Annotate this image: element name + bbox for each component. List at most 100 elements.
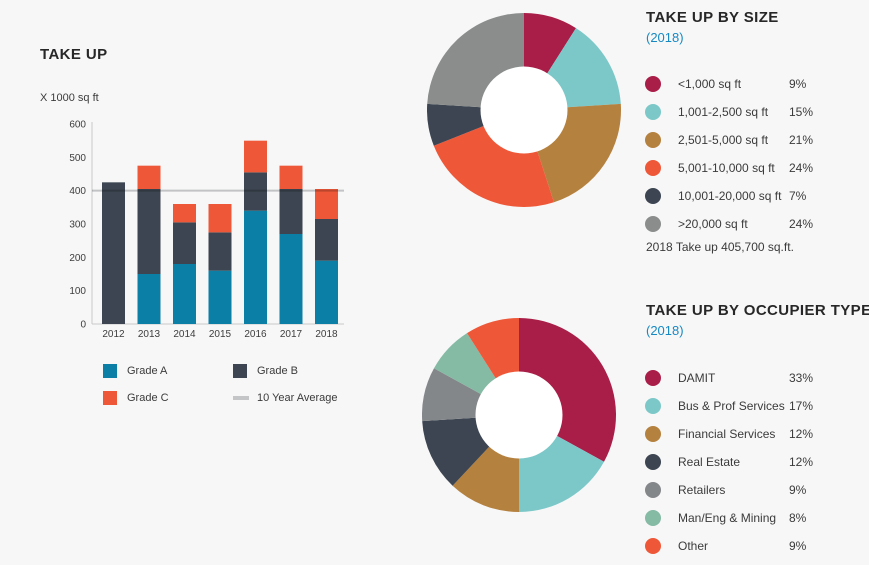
bar-segment [137, 165, 161, 189]
bar-legend-item: Grade A [103, 360, 233, 381]
legend-item: Other 9% [645, 532, 825, 560]
bar-segment [102, 182, 125, 324]
bar-chart-y-axis-label: X 1000 sq ft [40, 92, 99, 104]
donut-hole [475, 371, 563, 459]
bar-segment [279, 165, 303, 189]
bar-segment [137, 274, 161, 324]
legend-label: Other [678, 539, 709, 553]
bar-segment [315, 219, 338, 261]
legend-percent: 8% [789, 511, 807, 525]
legend-swatch [103, 363, 117, 378]
bar-segment [137, 189, 161, 274]
legend-dot [645, 510, 661, 526]
legend-percent: 7% [789, 189, 807, 203]
legend-label: Grade B [257, 364, 298, 377]
legend-dot [645, 76, 661, 92]
legend-percent: 17% [789, 399, 814, 413]
legend-item: Real Estate 12% [645, 448, 825, 476]
legend-dot [645, 398, 661, 414]
bar-segment [244, 210, 267, 324]
size-panel-subtitle: (2018) [646, 30, 684, 45]
y-tick-label: 300 [69, 220, 86, 231]
legend-dot [645, 104, 661, 120]
legend-percent: 24% [789, 217, 814, 231]
bar-legend-item-average: 10 Year Average [233, 387, 403, 408]
bar-chart-legend: Grade A Grade B Grade C 10 Year Average [103, 360, 403, 408]
x-tick-label: 2014 [173, 329, 196, 340]
legend-swatch [233, 363, 247, 378]
y-tick-label: 500 [69, 153, 86, 164]
legend-percent: 9% [789, 483, 807, 497]
legend-label: 10,001-20,000 sq ft [678, 189, 782, 203]
legend-dot [645, 216, 661, 232]
legend-label: 5,001-10,000 sq ft [678, 161, 775, 175]
legend-dot [645, 132, 661, 148]
legend-dot [645, 538, 661, 554]
legend-label: >20,000 sq ft [678, 217, 748, 231]
legend-item: Retailers 9% [645, 476, 825, 504]
legend-item: 5,001-10,000 sq ft 24% [645, 154, 825, 182]
legend-label: Bus & Prof Services [678, 399, 785, 413]
bar-chart: 0 100 200 300 400 500 600 2012 2013 2014 2015 2016 2… [69, 120, 344, 340]
legend-percent: 24% [789, 161, 814, 175]
bar-legend-item: Grade B [233, 360, 403, 381]
legend-percent: 12% [789, 427, 814, 441]
bar-segment [315, 189, 338, 219]
x-tick-label: 2015 [209, 329, 232, 340]
x-tick-label: 2017 [280, 329, 303, 340]
size-panel-title: TAKE UP BY SIZE [646, 9, 779, 26]
bar-segment [208, 204, 232, 233]
y-tick-label: 0 [80, 320, 86, 331]
legend-item: 1,001-2,500 sq ft 15% [645, 98, 825, 126]
legend-label: Grade A [127, 364, 168, 377]
legend-percent: 9% [789, 539, 807, 553]
bar-segment [244, 140, 267, 173]
size-legend: <1,000 sq ft 9% 1,001-2,500 sq ft 15% 2,501-… [645, 70, 825, 238]
legend-percent: 21% [789, 133, 814, 147]
x-tick-label: 2012 [102, 329, 125, 340]
legend-swatch [103, 390, 117, 405]
donut-chart-size [427, 13, 621, 207]
legend-item: >20,000 sq ft 24% [645, 210, 825, 238]
occupier-panel-title: TAKE UP BY OCCUPIER TYPE [646, 302, 869, 319]
legend-label: 10 Year Average [257, 391, 338, 404]
bar-segment [279, 189, 303, 234]
legend-percent: 12% [789, 455, 814, 469]
bar-segment [173, 264, 196, 324]
legend-label: 1,001-2,500 sq ft [678, 105, 769, 119]
legend-percent: 15% [789, 105, 814, 119]
legend-label: Grade C [127, 391, 169, 404]
legend-label: Retailers [678, 483, 726, 497]
bar-segment [173, 222, 196, 264]
legend-label: <1,000 sq ft [678, 77, 742, 91]
bar-segment [208, 232, 232, 271]
y-tick-label: 600 [69, 120, 86, 131]
bar-segment [173, 204, 196, 223]
legend-label: Real Estate [678, 455, 741, 469]
legend-dot [645, 188, 661, 204]
legend-item: Financial Services 12% [645, 420, 825, 448]
average-line-swatch [233, 395, 249, 400]
legend-dot [645, 426, 661, 442]
legend-label: 2,501-5,000 sq ft [678, 133, 769, 147]
donut-chart-occupier [422, 318, 616, 512]
x-tick-label: 2016 [244, 329, 267, 340]
occupier-legend: DAMIT 33% Bus & Prof Services 17% Financial … [645, 364, 825, 560]
legend-dot [645, 160, 661, 176]
legend-item: 2,501-5,000 sq ft 21% [645, 126, 825, 154]
bar-segment [208, 270, 232, 324]
legend-item: 10,001-20,000 sq ft 7% [645, 182, 825, 210]
legend-label: Financial Services [678, 427, 776, 441]
legend-percent: 33% [789, 371, 814, 385]
bar-segment [315, 260, 338, 324]
bar-legend-item: Grade C [103, 387, 233, 408]
bar-segment [279, 234, 303, 324]
legend-label: DAMIT [678, 371, 716, 385]
donut-hole [480, 66, 568, 154]
legend-item: Bus & Prof Services 17% [645, 392, 825, 420]
legend-label: Man/Eng & Mining [678, 511, 777, 525]
legend-percent: 9% [789, 77, 807, 91]
legend-item: DAMIT 33% [645, 364, 825, 392]
size-total-note: 2018 Take up 405,700 sq.ft. [646, 240, 794, 254]
y-tick-label: 100 [69, 286, 86, 297]
